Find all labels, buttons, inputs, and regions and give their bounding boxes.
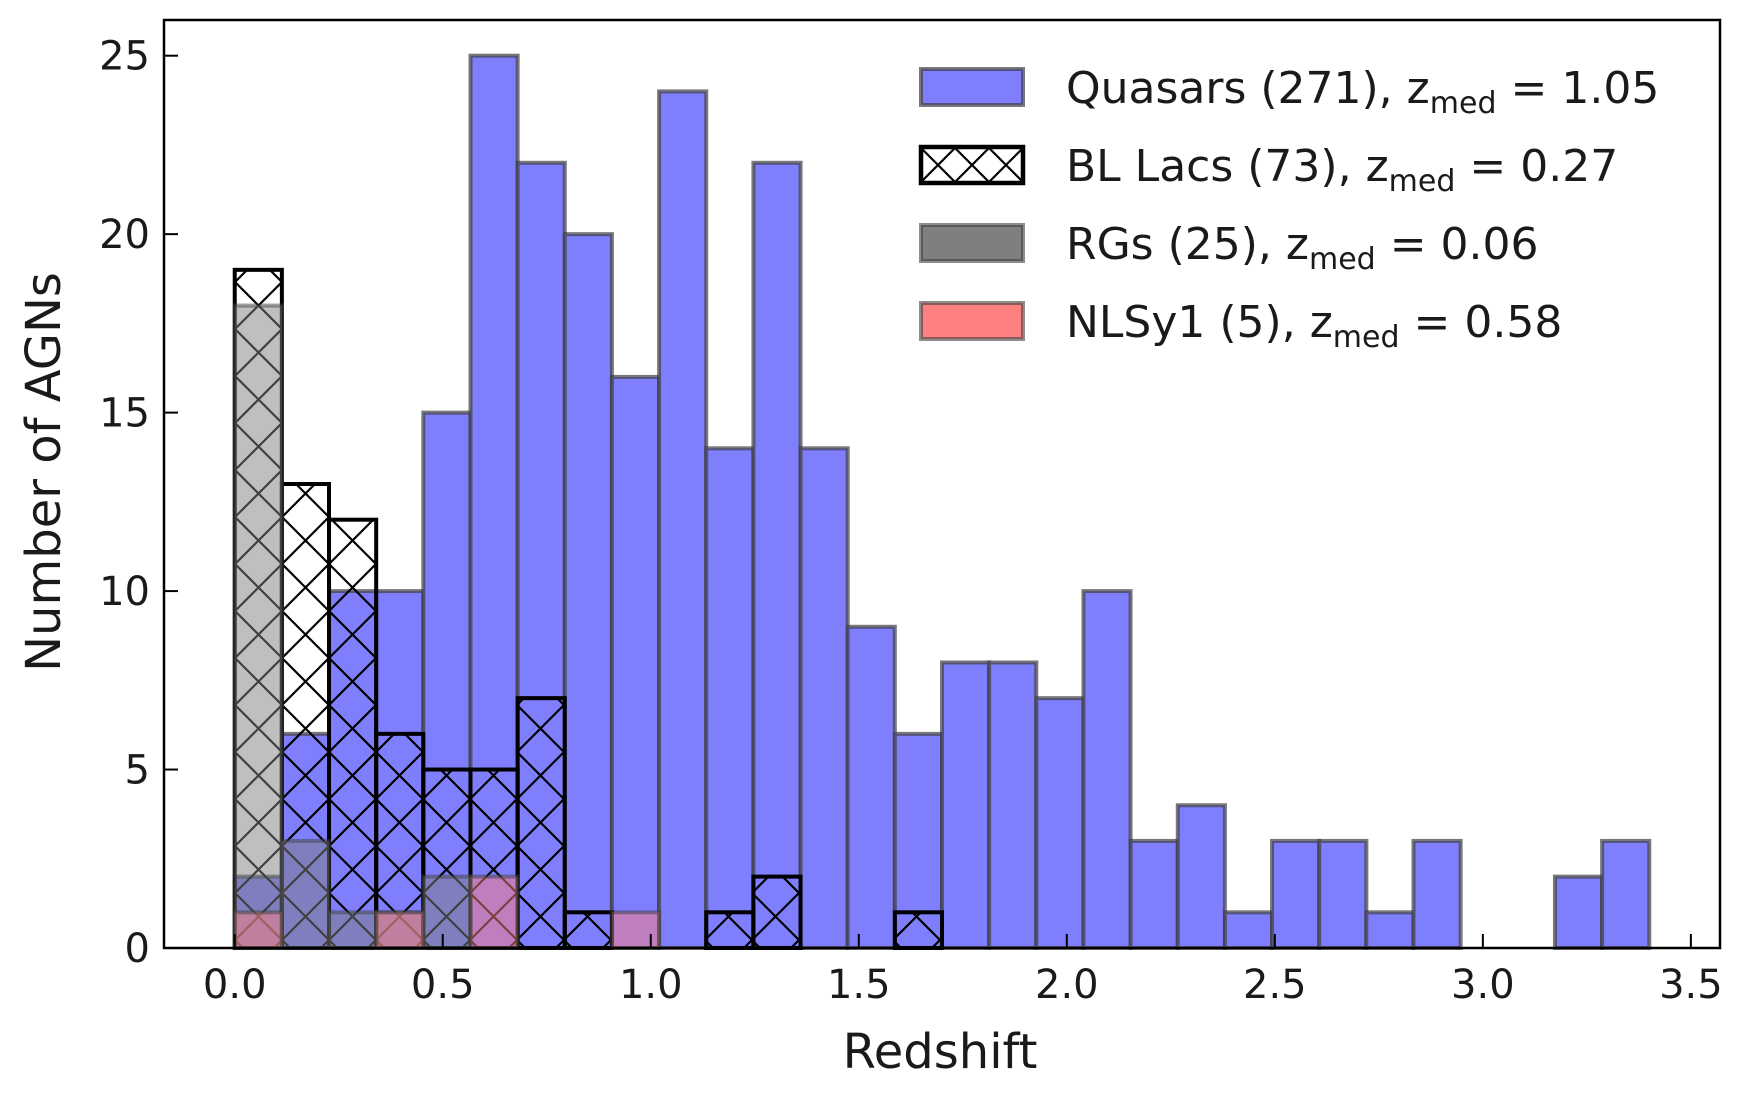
bar-quasars-23	[1317, 838, 1369, 950]
bar-bllacs-2	[327, 517, 379, 950]
bar-quasars-9	[657, 89, 709, 950]
x-tick-label: 0.0	[203, 962, 267, 1008]
bar-quasars-16	[987, 660, 1039, 951]
bar-quasars-15	[940, 660, 992, 951]
x-tick-label: 1.0	[619, 962, 683, 1008]
bar-rgs-4	[421, 874, 473, 950]
axis-labels: Redshift Number of AGNs	[16, 272, 1037, 1080]
plot-frame	[162, 18, 1722, 950]
x-tick-label: 1.5	[827, 962, 891, 1008]
bar-quasars-7	[562, 232, 614, 950]
bar-quasars-12	[798, 446, 850, 950]
axis-ticks: 0.0 0.5 1.0 1.5 2.0 2.5 3.0 3.5 0 5 10 15 20 25	[99, 34, 1723, 1008]
legend-swatch-bllacs	[918, 144, 1026, 186]
y-tick-label: 15	[99, 391, 150, 437]
bar-quasars-24	[1364, 910, 1416, 950]
bar-nlsy1-3	[374, 910, 426, 950]
x-tick-label: 3.5	[1659, 962, 1723, 1008]
bar-quasars-17	[1034, 696, 1086, 951]
bar-quasars-13	[845, 624, 897, 951]
y-tick-label: 10	[99, 569, 150, 615]
legend-label-bllacs: BL Lacs (73), zmed = 0.27	[1066, 141, 1618, 199]
x-tick-label: 2.5	[1243, 962, 1307, 1008]
bar-rgs-0	[232, 303, 284, 951]
bar-bllacs-7	[562, 910, 614, 950]
bar-quasars-21	[1222, 910, 1275, 950]
x-axis-label: Redshift	[843, 1024, 1038, 1080]
legend-swatch-nlsy1	[919, 301, 1025, 341]
legend-entry-bllacs: BL Lacs (73), zmed = 0.27	[918, 141, 1618, 199]
legend-swatch-quasars	[919, 67, 1025, 107]
bar-bllacs-10	[704, 910, 756, 950]
legend-entry-quasars: Quasars (271), zmed = 1.05	[919, 63, 1659, 121]
bar-quasars-29	[1600, 838, 1652, 950]
histogram-bars	[232, 53, 1652, 951]
bar-nlsy1-8	[609, 910, 662, 950]
bar-quasars-20	[1175, 803, 1227, 950]
bar-quasars-8	[609, 374, 662, 951]
x-tick-label: 2.0	[1035, 962, 1099, 1008]
bar-quasars-25	[1411, 838, 1463, 950]
legend-label-rgs: RGs (25), zmed = 0.06	[1066, 219, 1539, 277]
bar-rgs-1	[279, 838, 331, 950]
y-tick-label: 0	[125, 926, 150, 972]
y-tick-label: 20	[99, 212, 150, 258]
legend: Quasars (271), zmed = 1.05 BL Lacs (73), …	[918, 63, 1659, 355]
bar-nlsy1-0	[232, 910, 284, 950]
bar-quasars-19	[1128, 838, 1180, 950]
legend-entry-nlsy1: NLSy1 (5), zmed = 0.58	[919, 297, 1562, 355]
plot-border	[162, 18, 1722, 950]
bar-rgs-2	[327, 910, 379, 950]
y-axis-label: Number of AGNs	[16, 272, 72, 672]
x-tick-label: 0.5	[411, 962, 475, 1008]
bar-quasars-18	[1081, 589, 1133, 951]
bar-bllacs-6	[515, 696, 567, 951]
legend-label-quasars: Quasars (271), zmed = 1.05	[1066, 63, 1659, 121]
series-nlsy1	[232, 874, 662, 950]
y-tick-label: 25	[99, 34, 150, 80]
legend-entry-rgs: RGs (25), zmed = 0.06	[919, 219, 1539, 277]
bar-quasars-28	[1552, 874, 1605, 950]
x-tick-label: 3.0	[1451, 962, 1515, 1008]
bar-quasars-22	[1270, 838, 1322, 950]
bar-quasars-11	[751, 160, 803, 950]
bar-bllacs-11	[751, 874, 803, 950]
bar-nlsy1-5	[468, 874, 520, 950]
legend-swatch-rgs	[919, 223, 1025, 263]
y-tick-label: 5	[125, 748, 150, 794]
bar-bllacs-14	[892, 910, 944, 950]
bar-quasars-10	[704, 446, 756, 950]
legend-label-nlsy1: NLSy1 (5), zmed = 0.58	[1066, 297, 1562, 355]
